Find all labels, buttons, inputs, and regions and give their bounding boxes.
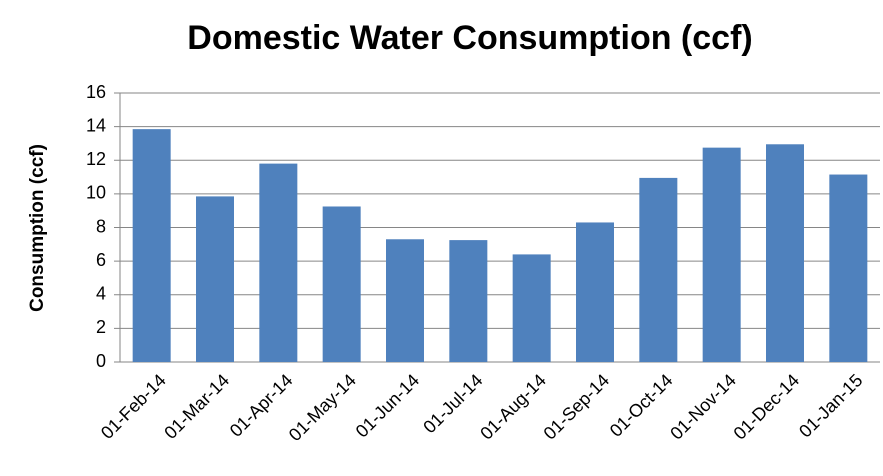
x-tick-label: 01-Nov-14: [666, 370, 740, 444]
bar: [259, 163, 298, 362]
x-tick-label: 01-Jul-14: [419, 370, 486, 437]
x-tick-label: 01-Aug-14: [476, 370, 550, 444]
y-tick-label: 8: [96, 216, 106, 236]
x-tick-label: 01-Jan-15: [795, 370, 866, 441]
y-tick-label: 4: [96, 284, 106, 304]
bar: [196, 196, 234, 362]
x-tick-label: 01-Sep-14: [540, 370, 614, 444]
y-tick-label: 10: [86, 183, 106, 203]
x-tick-label: 01-May-14: [285, 370, 360, 445]
y-tick-label: 12: [86, 149, 106, 169]
bar: [829, 174, 868, 362]
bar: [639, 177, 678, 362]
bar: [702, 147, 741, 362]
bar: [449, 240, 488, 362]
x-tick-label: 01-Feb-14: [97, 370, 170, 443]
y-tick-label: 16: [86, 82, 106, 102]
bar: [132, 129, 171, 362]
chart-title: Domestic Water Consumption (ccf): [187, 19, 752, 57]
bar: [386, 239, 424, 362]
y-tick-label: 2: [96, 317, 106, 337]
x-tick-label: 01-Mar-14: [160, 370, 233, 443]
bar: [766, 144, 804, 362]
y-axis-label: Consumption (ccf): [27, 144, 48, 312]
bar: [322, 206, 361, 362]
bar: [576, 222, 614, 362]
y-tick-label: 14: [86, 115, 106, 135]
y-tick-label: 6: [96, 250, 106, 270]
x-tick-label: 01-Dec-14: [730, 370, 804, 444]
y-tick-label: 0: [96, 351, 106, 371]
bar: [512, 254, 551, 362]
x-tick-label: 01-Jun-14: [352, 370, 423, 441]
